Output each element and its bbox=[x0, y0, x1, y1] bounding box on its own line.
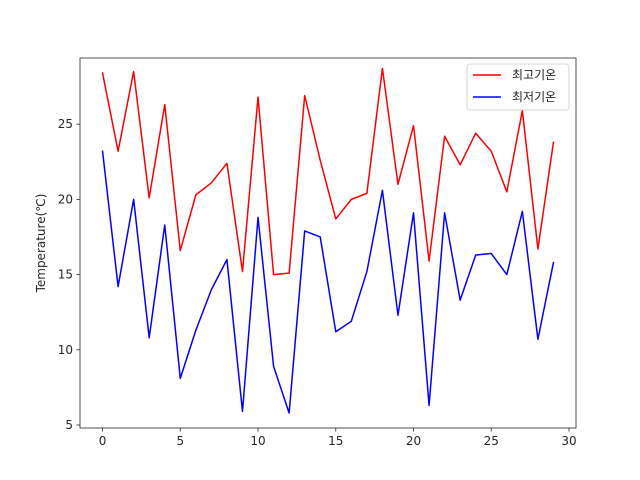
y-tick-label: 10 bbox=[58, 343, 73, 357]
y-axis-label: Temperature(℃) bbox=[34, 194, 48, 294]
x-tick-label: 10 bbox=[250, 434, 265, 448]
x-axis-ticks: 0 5 10 15 20 25 30 bbox=[99, 428, 577, 448]
x-tick-label: 0 bbox=[99, 434, 107, 448]
y-tick-label: 20 bbox=[58, 192, 73, 206]
x-tick-label: 15 bbox=[328, 434, 343, 448]
y-tick-label: 15 bbox=[58, 268, 73, 282]
x-tick-label: 30 bbox=[561, 434, 576, 448]
x-tick-label: 25 bbox=[484, 434, 499, 448]
legend-label-1: 최고기온 bbox=[512, 68, 556, 82]
x-tick-label: 5 bbox=[176, 434, 184, 448]
y-axis-ticks: 5 10 15 20 25 bbox=[58, 117, 80, 432]
y-tick-label: 25 bbox=[58, 117, 73, 131]
series-line-2 bbox=[101, 150, 555, 414]
y-tick-label: 5 bbox=[65, 418, 73, 432]
series-layer bbox=[101, 67, 555, 414]
legend-label-2: 최저기온 bbox=[512, 90, 556, 104]
plot-area bbox=[80, 58, 576, 428]
series-line-1 bbox=[101, 67, 555, 276]
x-tick-label: 20 bbox=[406, 434, 421, 448]
axes-layer bbox=[79, 57, 577, 429]
plot-frame bbox=[79, 57, 577, 429]
